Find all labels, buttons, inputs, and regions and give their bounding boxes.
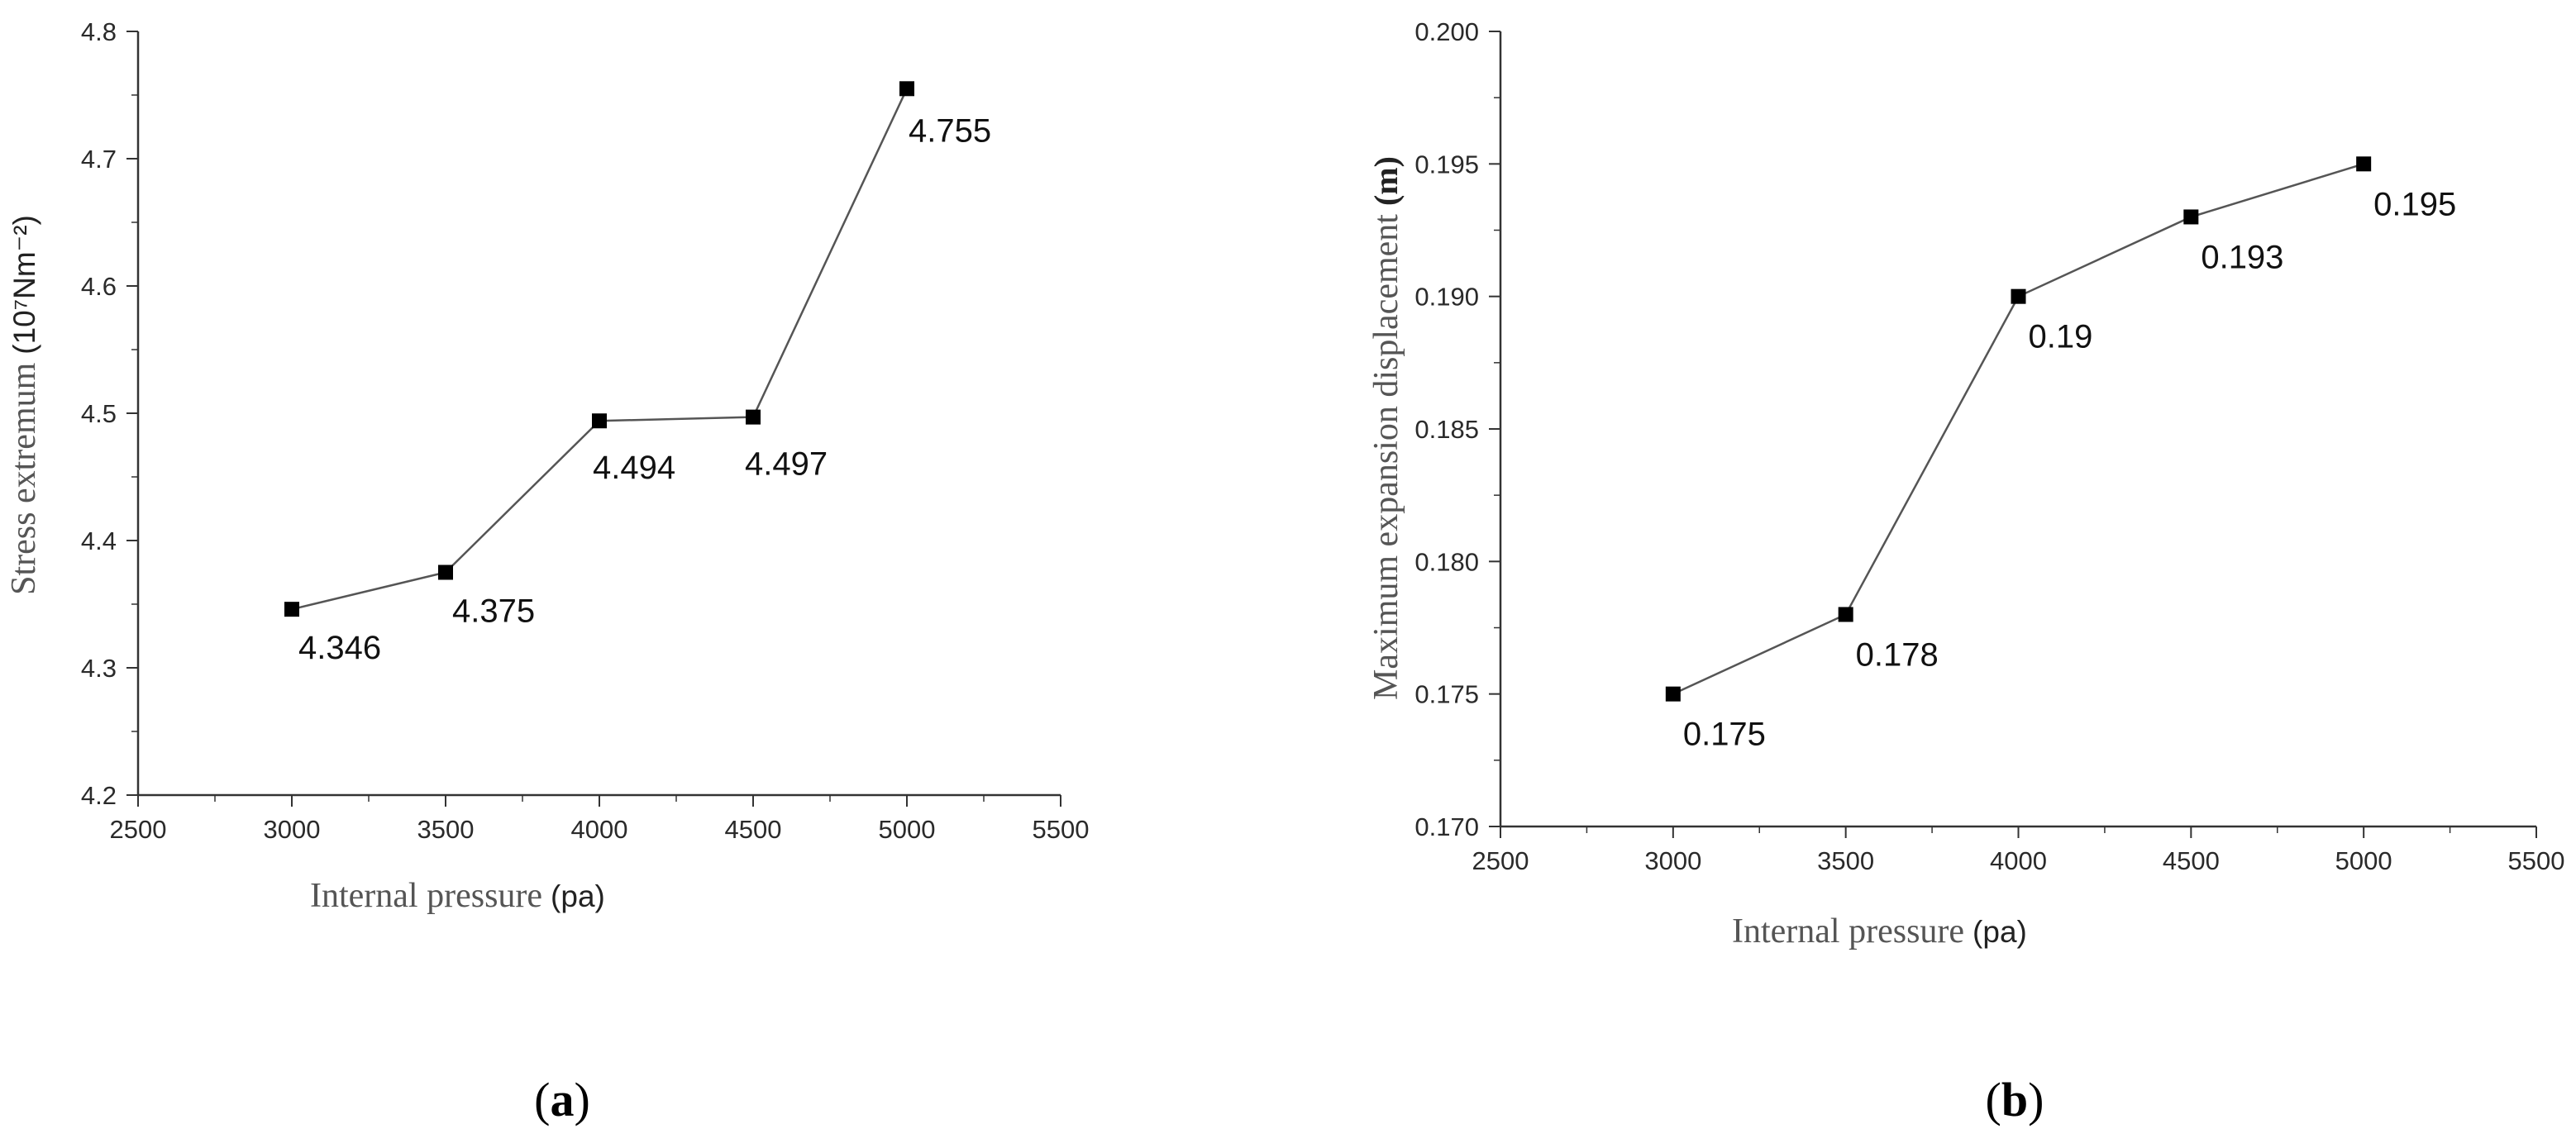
y-tick-label: 4.8: [81, 17, 117, 46]
data-point-marker: [438, 564, 453, 580]
y-axis-unit: (m): [1367, 156, 1405, 206]
data-label: 4.755: [909, 112, 991, 149]
data-label: 4.375: [452, 593, 535, 630]
data-point-marker: [2356, 156, 2372, 172]
x-tick-label: 3500: [1817, 846, 1874, 875]
x-tick-label: 3000: [1644, 846, 1701, 875]
x-axis-unit: (pa): [1973, 915, 2027, 949]
y-tick-label: 0.175: [1414, 680, 1479, 709]
data-label: 4.497: [745, 446, 828, 483]
data-label: 0.195: [2373, 186, 2456, 222]
panel-label-open: (: [1986, 1073, 2001, 1127]
x-tick-label: 4500: [725, 815, 782, 844]
y-axis-title: Maximum expansion displacement (m): [1367, 156, 1405, 700]
panel-label-letter: b: [2001, 1073, 2028, 1127]
data-label: 4.346: [298, 630, 381, 666]
data-label: 0.175: [1683, 717, 1766, 753]
x-axis-title-text: Internal pressure: [310, 877, 542, 915]
panel-label-letter: a: [551, 1073, 575, 1127]
data-point-marker: [1665, 686, 1681, 702]
chart-panel-b: 2500 3000 3500 4000 4500 5000 5500 0.170 0.175 0.…: [1367, 17, 2564, 1127]
y-tick-label: 4.3: [81, 654, 117, 683]
data-label: 0.193: [2201, 239, 2283, 275]
x-tick-label: 4500: [2163, 846, 2220, 875]
y-axis-title: Stress extremum (10⁷Nm⁻²): [5, 215, 43, 595]
data-point-marker: [592, 413, 607, 429]
y-tick-label: 4.4: [81, 526, 117, 555]
data-point-marker: [899, 81, 914, 97]
x-axis-title: Internal pressure (pa): [310, 877, 605, 915]
x-tick-label: 5000: [2335, 846, 2392, 875]
y-tick-label: 0.180: [1414, 547, 1479, 576]
data-point-marker: [1838, 607, 1853, 622]
data-label: 0.178: [1856, 636, 1939, 673]
panel-label-open: (: [534, 1073, 550, 1127]
panel-label: (b): [1986, 1073, 2044, 1127]
y-tick-label: 0.185: [1414, 415, 1479, 444]
x-tick-label: 5000: [879, 815, 936, 844]
y-tick-label: 0.195: [1414, 150, 1479, 179]
panel-label-close: ): [2028, 1073, 2044, 1127]
x-tick-label: 3000: [264, 815, 321, 844]
y-tick-label: 4.6: [81, 272, 117, 301]
chart-panel-a: 2500 3000 3500 4000 4500 5000 5500 4.2 4.3 4.4 4.5…: [5, 17, 1089, 1127]
x-axis-title-text: Internal pressure: [1732, 912, 1964, 950]
y-axis-title-text: Maximum expansion displacement: [1367, 214, 1405, 700]
x-tick-label: 2500: [1472, 846, 1529, 875]
y-tick-label: 4.2: [81, 781, 117, 810]
series-line: [291, 88, 909, 611]
x-axis-title: Internal pressure (pa): [1732, 912, 2027, 950]
data-point-marker: [746, 409, 761, 425]
data-label: 4.494: [593, 450, 675, 486]
x-tick-label: 4000: [1990, 846, 2047, 875]
y-tick-label: 4.7: [81, 145, 117, 174]
x-tick-label: 5500: [1033, 815, 1090, 844]
data-label: 0.19: [2029, 319, 2093, 355]
x-tick-label: 4000: [571, 815, 628, 844]
x-tick-label: 5500: [2508, 846, 2565, 875]
y-tick-label: 0.200: [1414, 17, 1479, 46]
data-point-marker: [2183, 209, 2199, 225]
x-tick-label: 3500: [417, 815, 475, 844]
y-axis-unit: (10⁷Nm⁻²): [7, 215, 41, 355]
y-tick-label: 0.170: [1414, 812, 1479, 841]
data-point-marker: [284, 602, 299, 617]
x-axis-unit: (pa): [551, 879, 605, 913]
panel-label-close: ): [575, 1073, 590, 1127]
x-tick-label: 2500: [110, 815, 167, 844]
y-tick-label: 4.5: [81, 399, 117, 428]
y-axis-title-text: Stress extremum: [5, 362, 43, 594]
data-point-marker: [2011, 288, 2026, 304]
panel-label: (a): [534, 1073, 590, 1127]
y-tick-label: 0.190: [1414, 283, 1479, 312]
